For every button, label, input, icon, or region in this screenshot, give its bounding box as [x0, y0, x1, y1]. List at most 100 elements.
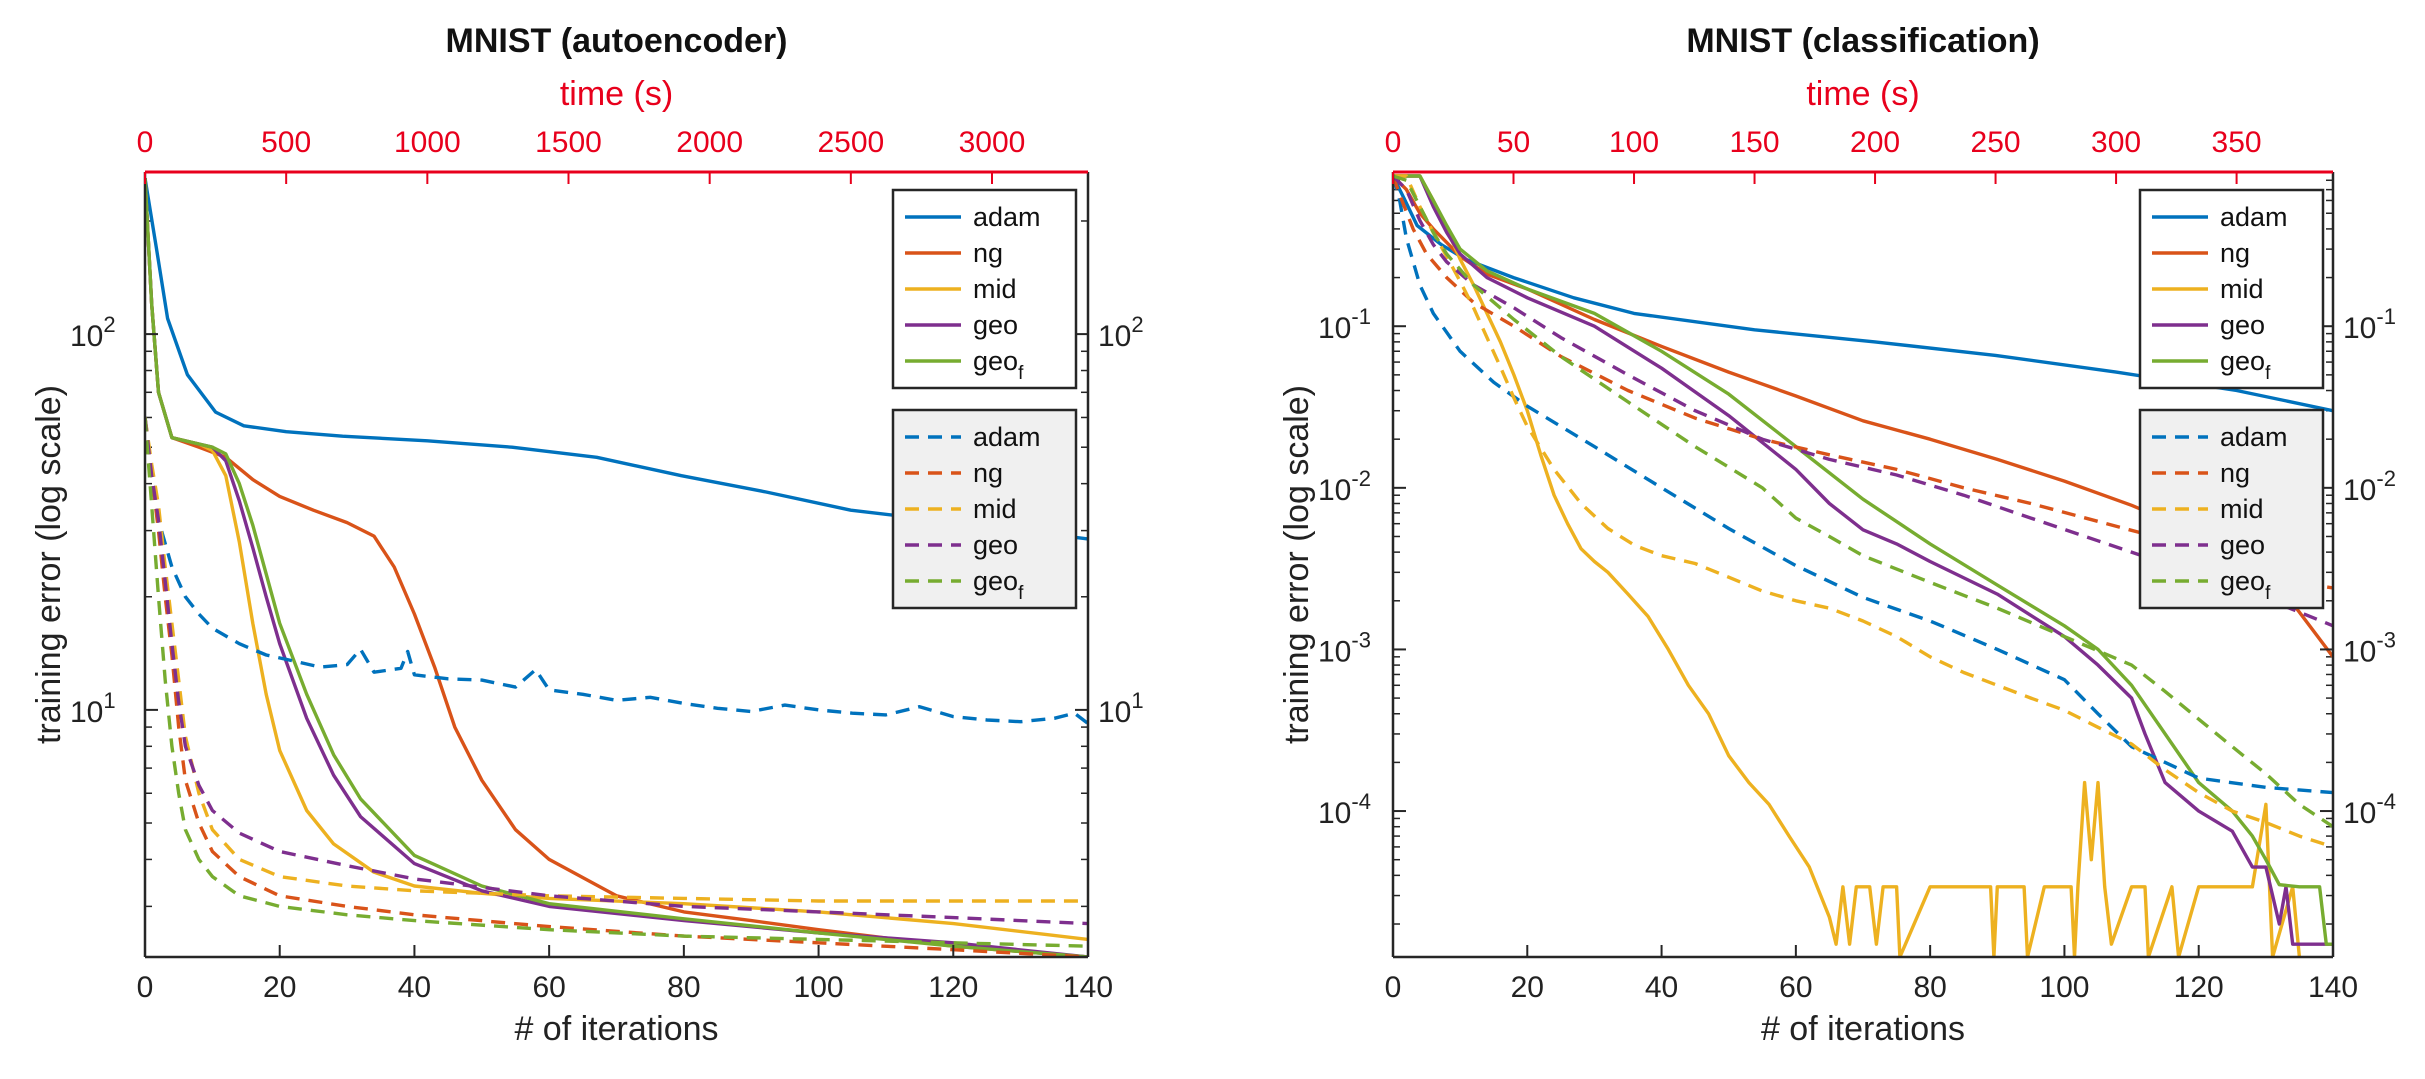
top-axis-label: time (s)	[560, 75, 673, 113]
legend-entry: geo	[973, 310, 1018, 340]
legend-entry: geof	[2220, 346, 2271, 384]
legend-entry-name: mid	[2220, 494, 2264, 524]
time-tick-label: 350	[2212, 126, 2262, 159]
time-tick-label: 0	[1385, 126, 1402, 159]
y-tick-label-right-base: 10	[2343, 312, 2376, 345]
y-tick-label-exponent: -3	[1351, 627, 1371, 652]
y-tick-label-right: 102	[1098, 312, 1144, 353]
y-axis-label: training error (log scale)	[30, 385, 68, 744]
legend-entry: ng	[2220, 238, 2250, 268]
legend-entry: geof	[973, 346, 1024, 384]
series-line-geo-solid	[1393, 174, 2333, 946]
x-tick-label: 40	[398, 971, 431, 1004]
series-line-geo-dashed	[145, 417, 1088, 926]
x-tick-label: 20	[263, 971, 296, 1004]
series-line-adam-solid	[1393, 175, 2333, 413]
y-tick-label-right: 10-1	[2343, 304, 2396, 345]
chart-title: MNIST (autoencoder)	[446, 22, 788, 60]
chart-panel-1: 0 20 40 60 80 100 120 140 0 500 1000 1500 2000 2500 30…	[30, 22, 1144, 1048]
time-tick-label: 200	[1850, 126, 1900, 159]
y-tick-label: 102	[70, 312, 116, 353]
series-line-adam-dashed	[145, 417, 1088, 725]
series-line-adam-solid	[145, 177, 1088, 541]
x-tick-label: 100	[2039, 971, 2089, 1004]
y-tick-label-right-exponent: -4	[2376, 789, 2396, 814]
legend-entry-name: ng	[2220, 458, 2250, 488]
y-tick-label-exponent: 1	[103, 688, 115, 713]
y-tick-label-right-base: 10	[2343, 797, 2376, 830]
y-tick-label-right-exponent: 2	[1131, 312, 1143, 337]
y-tick-label-right: 10-2	[2343, 466, 2396, 507]
legend-entry-name: geo	[2220, 310, 2265, 340]
y-tick-label: 10-3	[1318, 627, 1371, 668]
y-tick-label: 10-1	[1318, 304, 1371, 345]
time-tick-label: 300	[2091, 126, 2141, 159]
x-tick-label: 60	[1779, 971, 1812, 1004]
legend-entry-name: geo	[973, 346, 1018, 376]
y-tick-label-base: 10	[1318, 474, 1351, 507]
y-tick-label-right-base: 10	[1098, 320, 1131, 353]
x-axis-label: # of iterations	[514, 1010, 718, 1048]
legend-entry-name: geo	[973, 566, 1018, 596]
time-tick-label: 2000	[676, 126, 743, 159]
x-tick-label: 80	[667, 971, 700, 1004]
legend-entry: geo	[2220, 310, 2265, 340]
y-tick-label-right: 10-4	[2343, 789, 2396, 830]
legend-entry-name: geo	[973, 530, 1018, 560]
legend-entry: mid	[2220, 494, 2264, 524]
time-tick-label: 500	[261, 126, 311, 159]
legend-entry: geof	[2220, 566, 2271, 604]
time-tick-label: 3000	[959, 126, 1026, 159]
time-tick-label: 1500	[535, 126, 602, 159]
legend-entry: ng	[973, 458, 1003, 488]
legend-entry-subscript: f	[1018, 363, 1024, 384]
legend-entry: mid	[973, 274, 1017, 304]
legend-entry: mid	[2220, 274, 2264, 304]
y-tick-label-exponent: 2	[103, 312, 115, 337]
y-tick-label-base: 10	[1318, 312, 1351, 345]
y-tick-label-right-exponent: 1	[1131, 688, 1143, 713]
legend-entry-name: geo	[2220, 346, 2265, 376]
x-axis-label: # of iterations	[1761, 1010, 1965, 1048]
legend-entry-name: mid	[2220, 274, 2264, 304]
series-line-ng-solid	[145, 178, 1088, 957]
legend-entry: mid	[973, 494, 1017, 524]
y-tick-label-right-base: 10	[2343, 474, 2376, 507]
x-tick-label: 40	[1645, 971, 1678, 1004]
legend-entry-name: geo	[2220, 530, 2265, 560]
time-tick-label: 2500	[817, 126, 884, 159]
x-tick-label: 120	[2174, 971, 2224, 1004]
y-tick-label-right-exponent: -2	[2376, 466, 2396, 491]
time-tick-label: 100	[1609, 126, 1659, 159]
series-line-geof-f-dashed	[1393, 174, 2333, 829]
y-tick-label-right-exponent: -3	[2376, 627, 2396, 652]
legend-entry: geo	[2220, 530, 2265, 560]
time-tick-label: 0	[137, 126, 154, 159]
series-line-geof-f-solid	[1393, 174, 2333, 946]
x-tick-label: 140	[2308, 971, 2358, 1004]
x-tick-label: 0	[1385, 971, 1402, 1004]
x-tick-label: 140	[1063, 971, 1113, 1004]
y-tick-label: 10-4	[1318, 789, 1371, 830]
y-tick-label-right: 101	[1098, 688, 1144, 729]
x-tick-label: 120	[928, 971, 978, 1004]
y-tick-label-base: 10	[70, 696, 103, 729]
y-tick-label-exponent: -4	[1351, 789, 1371, 814]
legend-entry: adam	[2220, 422, 2288, 452]
legend-entry-name: mid	[973, 274, 1017, 304]
legend-entry-name: ng	[973, 458, 1003, 488]
y-tick-label-exponent: -1	[1351, 304, 1371, 329]
y-tick-label-base: 10	[1318, 635, 1351, 668]
series-line-mid-solid	[1393, 174, 2302, 957]
legend-entry: geof	[973, 566, 1024, 604]
y-tick-label-base: 10	[70, 320, 103, 353]
legend-entry-name: ng	[973, 238, 1003, 268]
series-line-geof-f-solid	[145, 178, 1088, 957]
legend-entry-name: geo	[973, 310, 1018, 340]
y-tick-label-exponent: -2	[1351, 466, 1371, 491]
time-tick-label: 1000	[394, 126, 461, 159]
legend-entry: ng	[973, 238, 1003, 268]
